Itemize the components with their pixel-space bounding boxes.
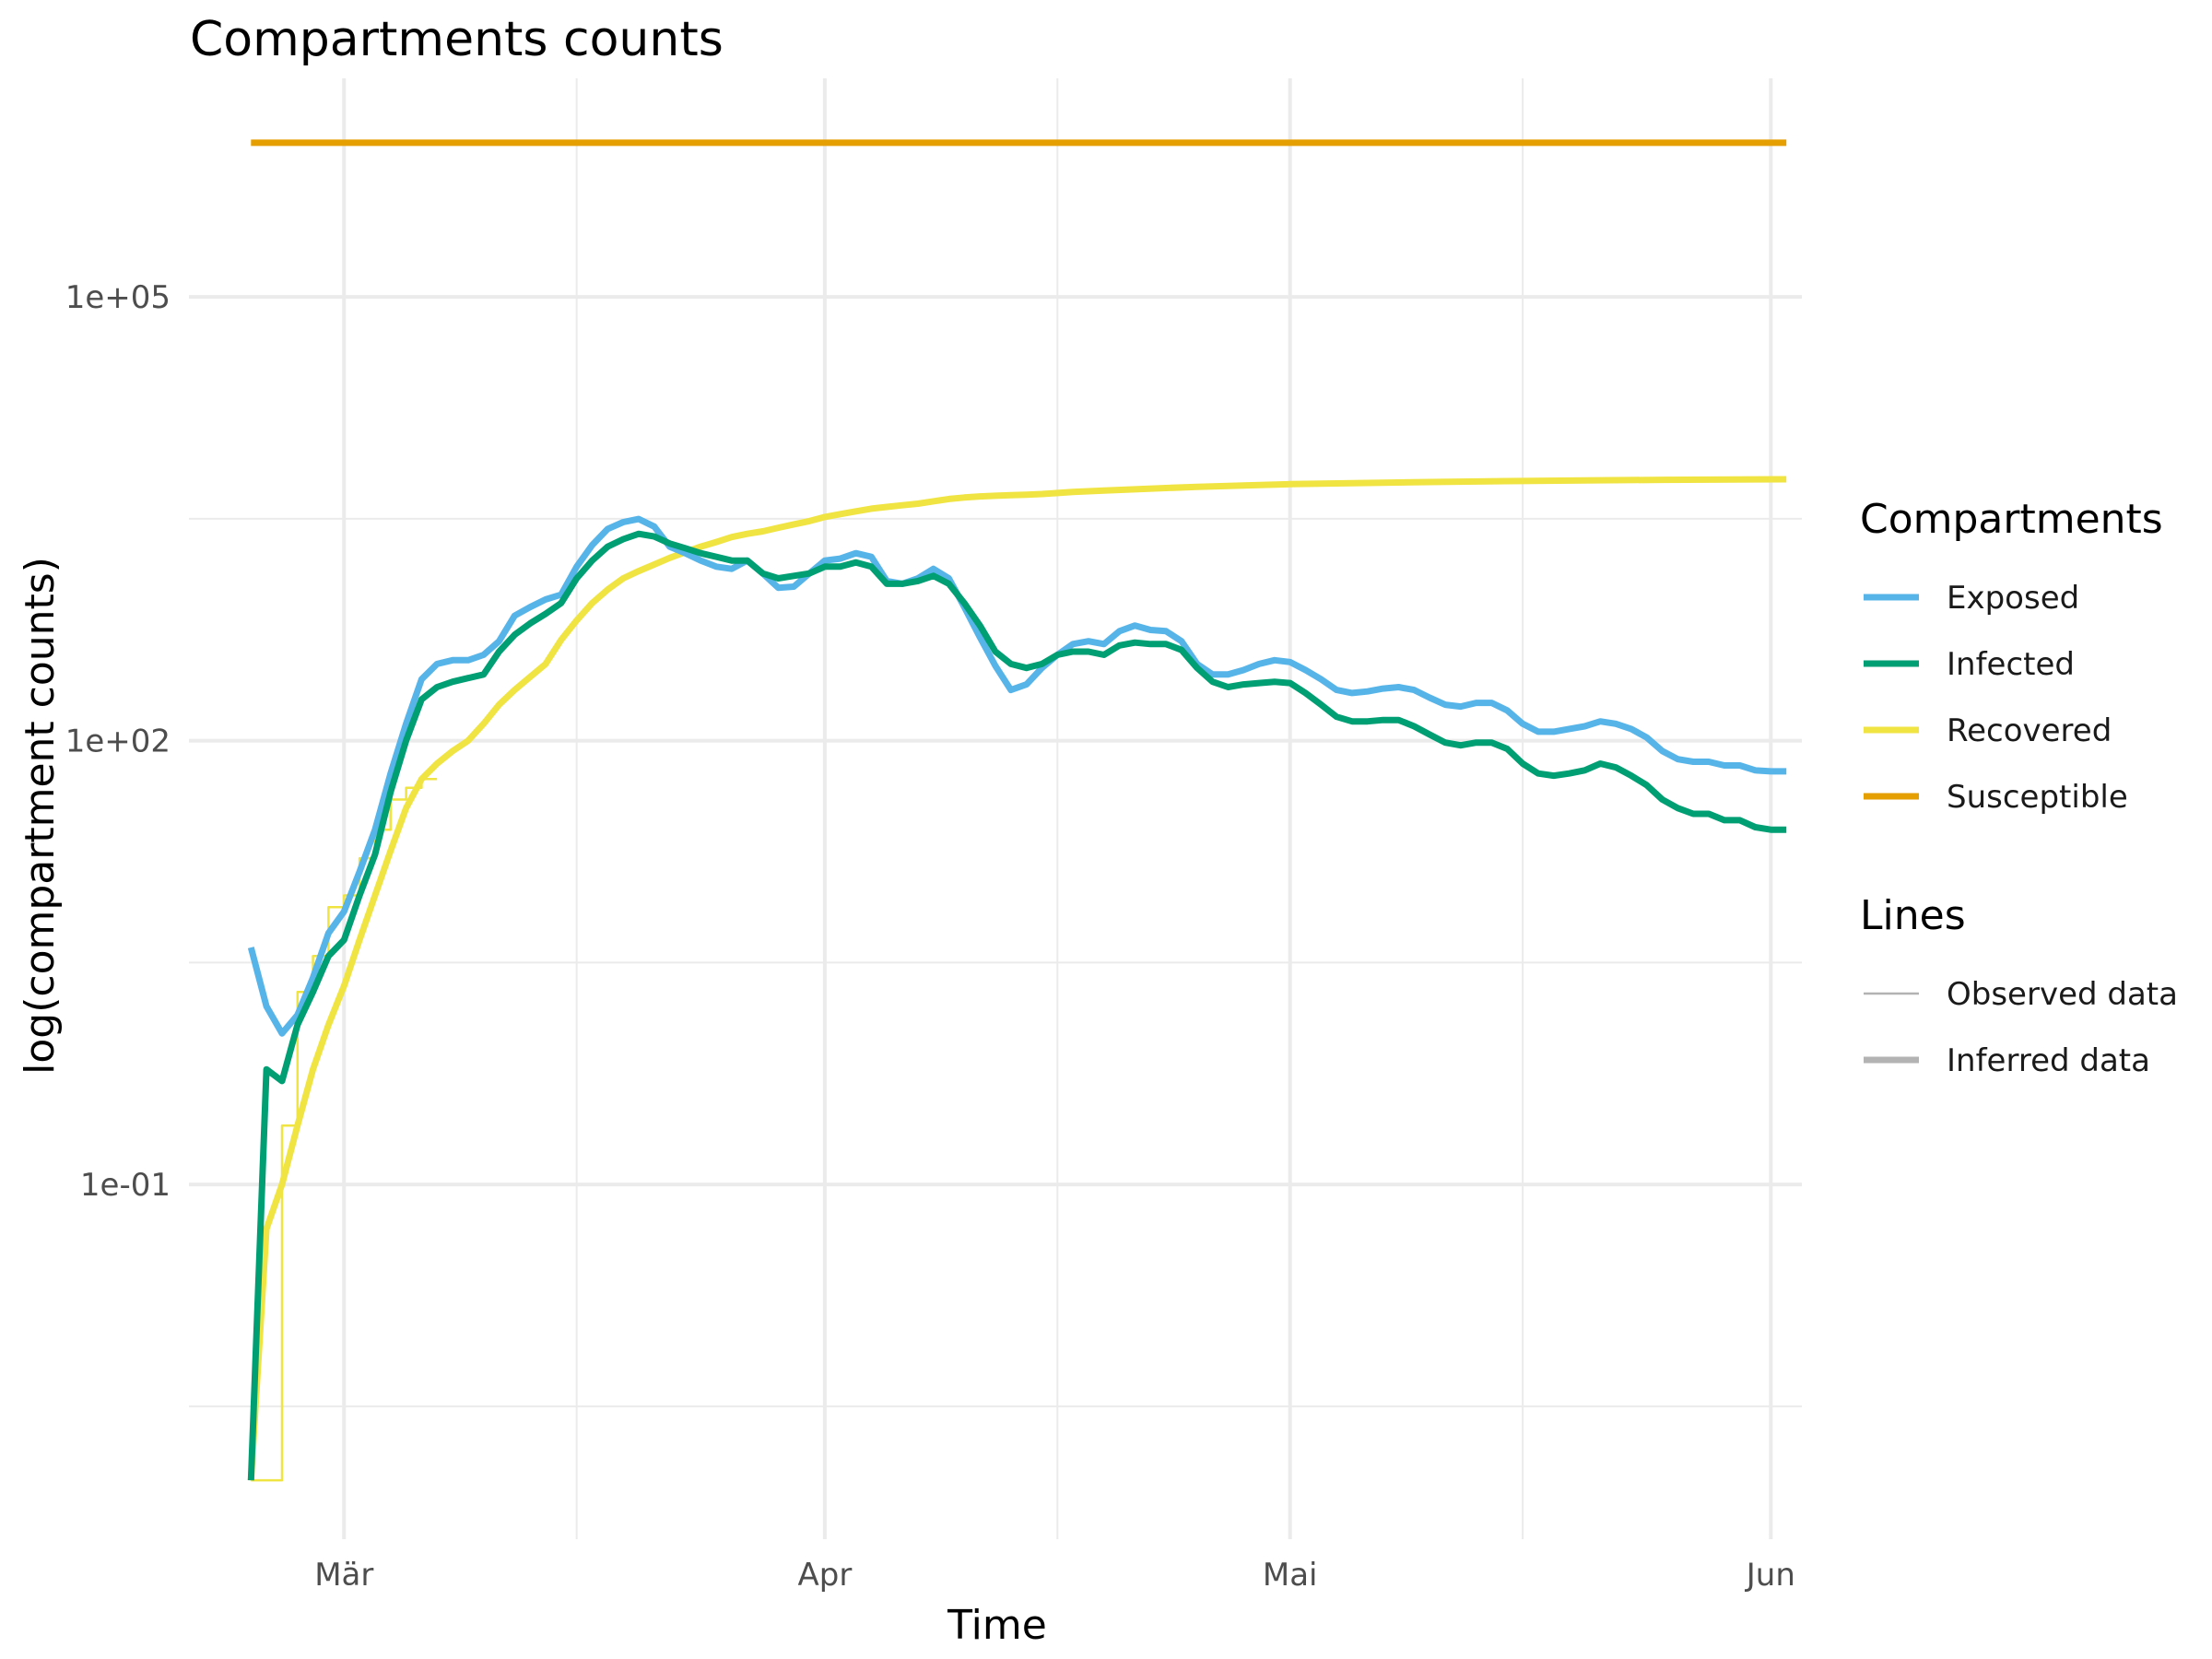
x-axis-tick-labels: Mär Apr Mai Jun [314,1557,1795,1594]
series-line-infected-inferred [247,530,1787,1481]
y-tick-label: 1e+02 [65,724,171,760]
chart-title: Compartments counts [190,12,724,67]
major-gridlines [189,78,1802,1539]
x-tick-label: Apr [797,1557,852,1594]
legend-label: Infected [1947,646,2075,683]
x-axis-title: Time [947,1602,1047,1649]
legend-label: Susceptible [1947,779,2128,816]
legend-label: Exposed [1947,580,2079,617]
series-lines [247,139,1787,1482]
legend-title: Compartments [1860,496,2163,543]
x-tick-label: Mai [1263,1557,1318,1594]
legend-label: Observed data [1947,976,2178,1013]
series-line-exposed-inferred [247,515,1787,1037]
legend-label: Inferred data [1947,1042,2150,1079]
x-tick-label: Jun [1745,1557,1795,1594]
y-axis-tick-labels: 1e+05 1e+02 1e-01 [65,279,171,1204]
y-tick-label: 1e+05 [65,279,171,316]
legend-title: Lines [1860,892,1966,939]
y-axis-title: log(compartment counts) [17,557,64,1075]
x-tick-label: Mär [314,1557,373,1594]
minor-gridlines [189,78,1802,1539]
legend-label: Recovered [1947,712,2112,749]
legend: Compartments Exposed Infected Recovered Susc… [1860,496,2178,1079]
series-line-recovered-inferred [247,476,1787,1481]
y-tick-label: 1e-01 [80,1167,171,1204]
